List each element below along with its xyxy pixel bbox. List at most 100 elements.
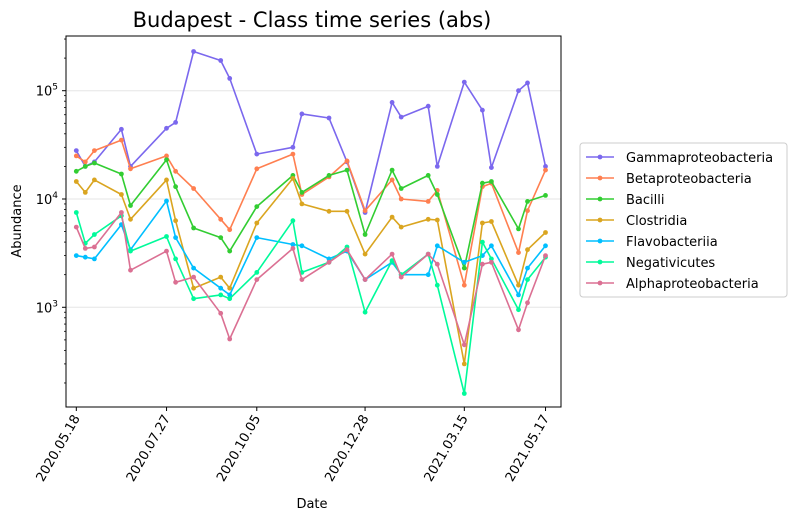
legend-entry: Clostridia [586,214,687,229]
data-point [119,192,124,197]
legend-label: Bacilli [626,193,664,208]
data-point [344,247,350,253]
data-point [398,224,404,230]
data-point [425,173,431,178]
data-point [173,235,179,241]
data-point [425,103,431,109]
data-point [398,196,404,202]
data-point [489,219,494,224]
data-point [543,230,548,235]
data-point [525,80,530,86]
data-point [434,282,440,288]
legend-entry: Flavobacteriia [586,235,718,250]
data-point [191,186,197,191]
data-point [92,256,97,262]
series-clostridia [73,176,548,367]
data-point [516,327,521,333]
data-point [119,171,124,177]
data-point [191,265,197,271]
legend-marker [597,238,603,244]
data-point [227,248,233,254]
legend-label: Betaproteobacteria [626,172,752,187]
data-point [82,159,88,165]
data-point [389,167,395,173]
data-point [227,285,233,291]
data-point [516,88,521,94]
plot-frame [65,35,562,408]
legend-label: Flavobacteriia [626,235,718,250]
data-point [398,114,404,120]
data-point [218,58,224,63]
data-point [128,166,133,172]
data-point [434,217,440,223]
data-point [389,177,395,183]
x-axis-label: Date [296,497,327,512]
data-point [191,296,197,302]
legend-label: Clostridia [626,214,687,229]
data-point [299,190,305,195]
data-point [227,76,233,81]
data-point [218,274,224,280]
data-point [173,184,179,190]
data-point [344,158,350,164]
data-point [480,180,485,186]
data-point [254,151,260,157]
data-point [173,279,179,285]
legend-label: Negativicutes [626,256,715,271]
data-point [543,243,548,249]
data-point [73,168,79,174]
legend: Gammaproteobacteria Betaproteobacteria Bac… [579,142,788,298]
data-point [82,190,88,195]
legend-marker [597,217,603,223]
x-axis-ticks: 2020.05.18 2020.07.27 2020.10.05 2020.12.28… [34,407,553,484]
data-point [191,285,197,291]
series-line [75,177,547,365]
data-point [164,157,169,163]
data-point [434,243,440,249]
data-point [461,361,467,367]
legend-marker [597,175,603,181]
data-point [92,244,97,250]
data-point [389,214,395,220]
y-axis-ticks: 103 104 105 [36,38,66,384]
data-point [525,300,530,306]
data-point [290,246,296,251]
data-point [82,246,88,251]
data-point [164,177,169,183]
data-point [461,259,467,265]
data-point [461,282,467,288]
data-point [173,256,179,262]
data-point [326,208,332,214]
data-point [425,216,431,222]
data-point [92,177,97,183]
data-point [173,218,179,224]
data-point [191,49,197,54]
data-point [434,192,440,197]
data-point [92,148,97,154]
data-point [290,218,296,224]
data-point [164,248,169,254]
series-line [75,50,547,214]
data-point [227,227,233,233]
data-point [489,179,494,184]
data-point [480,220,485,226]
data-point [326,259,332,265]
data-point [290,151,296,157]
data-point [525,247,530,253]
data-point [299,277,305,282]
data-point [254,166,260,172]
data-point [461,79,467,85]
data-point [299,111,305,117]
data-point [480,239,485,245]
data-point [254,277,260,282]
data-point [73,224,79,230]
data-point [425,199,431,204]
data-point [218,285,224,291]
x-tick-label: 2021.05.17 [503,413,553,485]
series-line [75,139,547,287]
data-point [290,242,296,247]
data-point [218,235,224,241]
data-point [434,261,440,267]
data-point [525,277,530,282]
